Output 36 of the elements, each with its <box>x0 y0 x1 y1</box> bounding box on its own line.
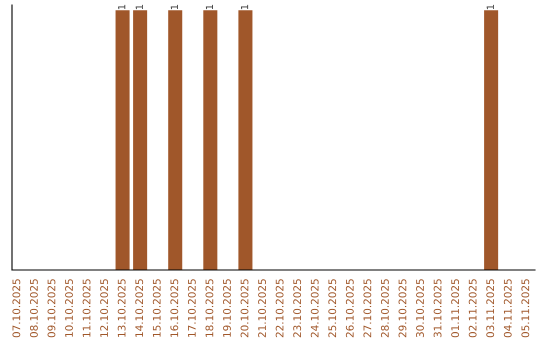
x-tick-label: 23.10.2025 <box>293 279 302 338</box>
x-tick-label: 29.10.2025 <box>398 279 406 338</box>
x-tick-label: 26.10.2025 <box>346 279 354 338</box>
x-tick-label: 04.11.2025 <box>504 279 512 338</box>
data-label: 1 <box>170 4 178 10</box>
x-tick-label: 09.10.2025 <box>48 279 56 338</box>
x-tick-label: 01.11.2025 <box>451 279 460 338</box>
x-tick-label: 30.10.2025 <box>416 279 424 338</box>
data-label: 1 <box>118 4 126 10</box>
x-tick-label: 03.11.2025 <box>486 279 494 338</box>
x-tick-label: 16.10.2025 <box>170 279 178 337</box>
x-tick-label: 15.10.2025 <box>152 279 161 337</box>
x-tick-label: 17.10.2025 <box>188 279 196 337</box>
x-tick-label: 28.10.2025 <box>380 279 389 338</box>
data-label: 1 <box>136 4 143 10</box>
x-tick-label: 25.10.2025 <box>328 279 336 338</box>
data-label: 1 <box>486 4 494 10</box>
x-tick-label: 19.10.2025 <box>223 279 231 337</box>
x-tick-label: 07.10.2025 <box>12 279 20 338</box>
x-tick-label: 22.10.2025 <box>276 279 284 338</box>
x-tick-label: 21.10.2025 <box>258 279 266 338</box>
data-label: 1 <box>241 4 248 10</box>
x-tick-label: 20.10.2025 <box>240 279 248 338</box>
x-tick-label: 08.10.2025 <box>30 279 38 338</box>
x-tick-label: 18.10.2025 <box>205 279 214 337</box>
x-tick-label: 31.10.2025 <box>434 279 442 338</box>
x-tick-label: 12.10.2025 <box>100 279 108 337</box>
data-label: 1 <box>206 4 213 10</box>
x-tick-label: 24.10.2025 <box>310 279 319 338</box>
x-tick-label: 02.11.2025 <box>468 279 477 338</box>
x-tick-label: 11.10.2025 <box>82 279 90 337</box>
x-tick-label: 13.10.2025 <box>118 279 126 337</box>
x-tick-label: 05.11.2025 <box>521 279 530 338</box>
x-tick-label: 27.10.2025 <box>363 279 372 338</box>
x-tick-label: 10.10.2025 <box>65 279 73 337</box>
x-tick-label: 14.10.2025 <box>135 279 144 337</box>
